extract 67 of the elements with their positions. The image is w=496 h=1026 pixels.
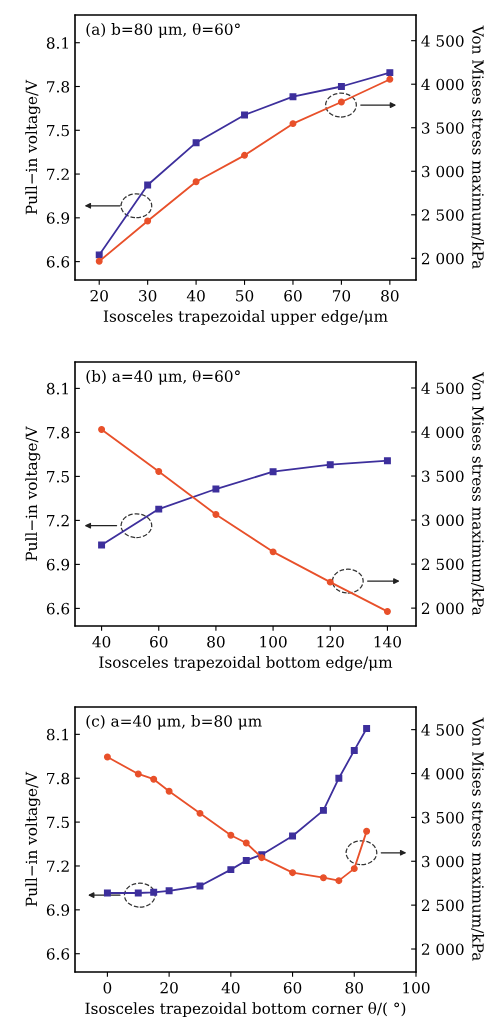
y-tick-label: 6.9 bbox=[46, 904, 70, 916]
x-tick-label: 40 bbox=[92, 635, 111, 648]
y-tick-label: 6.9 bbox=[46, 558, 70, 571]
x-tick-label: 100 bbox=[403, 981, 430, 994]
y2-tick-label: 4 500 bbox=[421, 382, 464, 394]
y2-tick-label: 2 500 bbox=[421, 558, 464, 571]
y-tick-label: 6.6 bbox=[46, 948, 70, 960]
y-tick-label: 7.5 bbox=[47, 124, 69, 137]
y2-tick-label: 4 500 bbox=[421, 35, 464, 47]
x-axis-title: Isosceles trapezoidal upper edge/μm bbox=[103, 310, 388, 326]
y2-tick-label: 4 000 bbox=[421, 426, 464, 439]
y2-tick-label: 2 000 bbox=[421, 943, 464, 956]
y2-tick-label: 4 000 bbox=[421, 767, 464, 780]
x-tick-label: 80 bbox=[345, 981, 363, 994]
x-tick-label: 80 bbox=[381, 289, 399, 302]
y-tick-label: 7.8 bbox=[47, 80, 70, 93]
y2-tick-label: 3 000 bbox=[422, 165, 464, 178]
y2-tick-label: 3 000 bbox=[422, 855, 464, 868]
y2-tick-label: 4 500 bbox=[421, 724, 464, 736]
x-tick-label: 20 bbox=[90, 289, 108, 302]
text: (b) a=40 μm, θ=60° bbox=[86, 369, 240, 385]
y-axis-title: Pull−in voltage/V bbox=[25, 79, 41, 215]
x-tick-label: 40 bbox=[186, 289, 205, 302]
y2-tick-label: 3 000 bbox=[422, 514, 464, 527]
x-tick-label: 140 bbox=[374, 635, 401, 648]
x-tick-label: 70 bbox=[332, 289, 351, 302]
x-tick-label: 120 bbox=[317, 635, 344, 648]
y-tick-label: 7.2 bbox=[47, 514, 69, 527]
y-tick-label: 8.1 bbox=[46, 37, 68, 49]
x-tick-label: 40 bbox=[221, 981, 240, 994]
x-tick-label: 60 bbox=[283, 981, 302, 994]
x-tick-label: 80 bbox=[207, 635, 225, 648]
y2-tick-label: 3 500 bbox=[422, 122, 464, 134]
x-tick-label: 60 bbox=[150, 635, 168, 648]
x-axis-title: Isosceles trapezoidal bottom edge/μm bbox=[99, 656, 393, 672]
y2-tick-label: 3 500 bbox=[422, 470, 464, 483]
y-tick-label: 7.8 bbox=[47, 426, 70, 439]
y-tick-label: 8.1 bbox=[46, 728, 68, 741]
y2-tick-label: 4 000 bbox=[421, 78, 464, 91]
y-tick-label: 7.5 bbox=[47, 816, 69, 829]
y-tick-label: 6.6 bbox=[46, 602, 70, 615]
text: (c) a=40 μm, b=80 μm bbox=[86, 714, 262, 730]
y2-axis-title: Von Mises stress maximum/kPa bbox=[471, 372, 485, 616]
x-tick-label: 60 bbox=[284, 289, 302, 302]
x-tick-label: 0 bbox=[103, 981, 112, 994]
x-tick-label: 30 bbox=[139, 289, 157, 302]
y2-axis-title: Von Mises stress maximum/kPa bbox=[471, 717, 485, 961]
x-tick-label: 20 bbox=[160, 981, 178, 994]
y-tick-label: 7.2 bbox=[47, 860, 69, 872]
y2-axis-title: Von Mises stress maximum/kPa bbox=[471, 25, 485, 269]
y2-tick-label: 2 500 bbox=[421, 209, 464, 221]
y2-tick-label: 2 000 bbox=[421, 602, 464, 615]
y-tick-label: 6.6 bbox=[46, 256, 70, 268]
y2-tick-label: 2 000 bbox=[421, 252, 464, 265]
y2-tick-label: 3 500 bbox=[422, 811, 464, 824]
y-tick-label: 7.8 bbox=[47, 772, 70, 785]
y-tick-label: 7.5 bbox=[47, 471, 69, 483]
text: (a) b=80 μm, θ=60° bbox=[86, 22, 240, 38]
x-tick-label: 50 bbox=[236, 289, 254, 302]
y-tick-label: 7.2 bbox=[47, 168, 69, 181]
y-tick-label: 8.1 bbox=[46, 382, 68, 395]
y-tick-label: 6.9 bbox=[46, 212, 70, 224]
y2-tick-label: 2 500 bbox=[421, 899, 464, 912]
x-axis-title: Isosceles trapezoidal bottom corner θ/( °) bbox=[85, 1002, 406, 1018]
y-axis-title: Pull−in voltage/V bbox=[25, 771, 41, 907]
x-tick-label: 100 bbox=[260, 635, 287, 648]
y-axis-title: Pull−in voltage/V bbox=[25, 426, 41, 561]
